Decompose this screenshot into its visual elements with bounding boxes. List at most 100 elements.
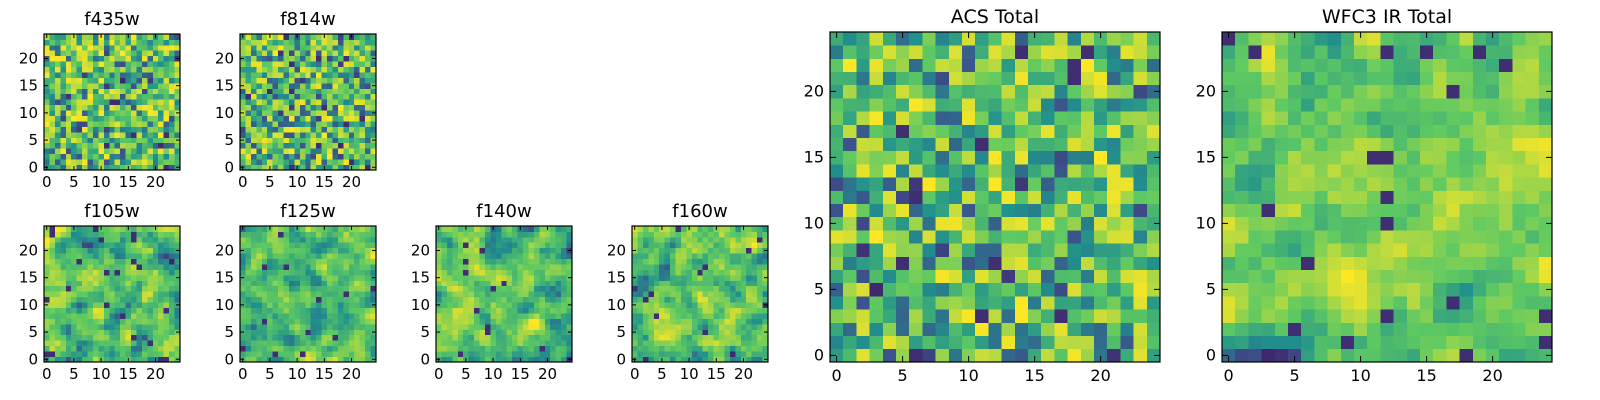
heatmap-cell <box>278 104 284 111</box>
heatmap-cell <box>120 334 126 341</box>
heatmap-cell <box>1001 32 1016 46</box>
heatmap-cell <box>240 131 246 138</box>
heatmap-cell <box>267 253 274 260</box>
heatmap-cell <box>1001 203 1016 218</box>
heatmap-cell <box>479 231 486 238</box>
heatmap-cell <box>359 345 366 352</box>
heatmap-cell <box>1446 335 1460 350</box>
heatmap-cell <box>975 150 989 165</box>
heatmap-cell <box>843 84 857 99</box>
heatmap-cell <box>245 50 252 57</box>
heatmap-cell <box>1248 256 1262 270</box>
heatmap-cell <box>136 153 143 160</box>
heatmap-cell <box>152 77 159 84</box>
heatmap-cell <box>653 236 660 243</box>
heatmap-cell <box>76 93 83 100</box>
heatmap-cell <box>988 243 1002 257</box>
heatmap-cell <box>561 253 567 260</box>
heatmap-cell <box>240 153 246 160</box>
heatmap-cell <box>152 313 159 319</box>
heatmap-cell <box>1235 335 1249 350</box>
heatmap-cell <box>337 258 344 265</box>
heatmap-cell <box>82 253 88 260</box>
heatmap-cell <box>1054 335 1068 350</box>
heatmap-cell <box>719 231 725 238</box>
heatmap-cell <box>169 153 175 160</box>
heatmap-cell <box>751 247 758 254</box>
heatmap-cell <box>1486 216 1500 231</box>
heatmap-cell <box>746 236 753 243</box>
heatmap-cell <box>869 45 884 59</box>
heatmap-cell <box>1094 243 1108 257</box>
heatmap-cell <box>751 291 758 298</box>
heatmap-cell <box>1001 322 1016 336</box>
heatmap-cell <box>120 302 126 308</box>
heatmap-cell <box>935 137 950 152</box>
heatmap-cell <box>283 88 290 95</box>
heatmap-cell <box>1080 269 1095 284</box>
y-tick-label: 10 <box>19 104 38 122</box>
heatmap-cell <box>359 153 366 160</box>
heatmap-cell <box>152 247 159 254</box>
heatmap-cell <box>533 274 540 281</box>
heatmap-cell <box>272 34 279 40</box>
heatmap-cell <box>533 280 540 287</box>
heatmap-cell <box>637 334 644 341</box>
heatmap-cell <box>506 323 513 330</box>
heatmap-cell <box>648 258 655 265</box>
heatmap-cell <box>65 88 72 95</box>
heatmap-cell <box>1248 216 1262 231</box>
heatmap-cell <box>316 34 322 40</box>
heatmap-cell <box>1001 98 1016 112</box>
heatmap-cell <box>468 242 475 249</box>
heatmap-cell <box>267 280 274 287</box>
heatmap-cell <box>169 247 175 254</box>
heatmap-cell <box>49 323 56 330</box>
heatmap-cell <box>1406 243 1421 257</box>
heatmap-cell <box>697 351 704 357</box>
heatmap-cell <box>962 335 976 350</box>
y-tick-label: 15 <box>215 77 234 95</box>
heatmap-cell <box>141 296 148 303</box>
heatmap-cell <box>147 153 154 160</box>
heatmap-cell <box>637 307 644 314</box>
heatmap-cell <box>327 231 333 238</box>
heatmap-cell <box>691 351 698 357</box>
heatmap-cell <box>1054 84 1068 99</box>
heatmap-cell <box>54 258 61 265</box>
heatmap-cell <box>896 84 910 99</box>
heatmap-cell <box>152 159 159 165</box>
heatmap-cell <box>136 285 143 292</box>
heatmap-cell <box>856 177 870 191</box>
heatmap-cell <box>54 280 61 287</box>
heatmap-cell <box>1107 230 1121 244</box>
heatmap-cell <box>321 296 328 303</box>
heatmap-cell <box>92 34 99 40</box>
heatmap-cell <box>245 137 252 144</box>
heatmap-cell <box>359 274 366 281</box>
heatmap-cell <box>256 253 263 260</box>
heatmap-cell <box>1393 230 1408 244</box>
heatmap-cell <box>702 269 709 276</box>
heatmap-cell <box>316 164 322 171</box>
heatmap-cell <box>843 243 857 257</box>
heatmap-cell <box>1486 309 1500 323</box>
heatmap-cell <box>762 291 769 298</box>
heatmap-cell <box>169 50 175 57</box>
heatmap-cell <box>962 98 976 112</box>
heatmap-cell <box>267 258 274 265</box>
heatmap-cell <box>54 345 61 352</box>
heatmap-cell <box>724 323 731 330</box>
heatmap-cell <box>337 159 344 165</box>
heatmap-cell <box>561 291 567 298</box>
heatmap-cell <box>1486 243 1500 257</box>
heatmap-cell <box>136 318 143 325</box>
heatmap-cell <box>1367 203 1381 218</box>
heatmap-cell <box>327 280 333 287</box>
heatmap-cell <box>1001 335 1016 350</box>
heatmap-cell <box>321 50 328 57</box>
heatmap-cell <box>1014 45 1029 59</box>
heatmap-cell <box>245 280 252 287</box>
heatmap-cell <box>1499 269 1513 284</box>
heatmap-cell <box>250 340 257 347</box>
